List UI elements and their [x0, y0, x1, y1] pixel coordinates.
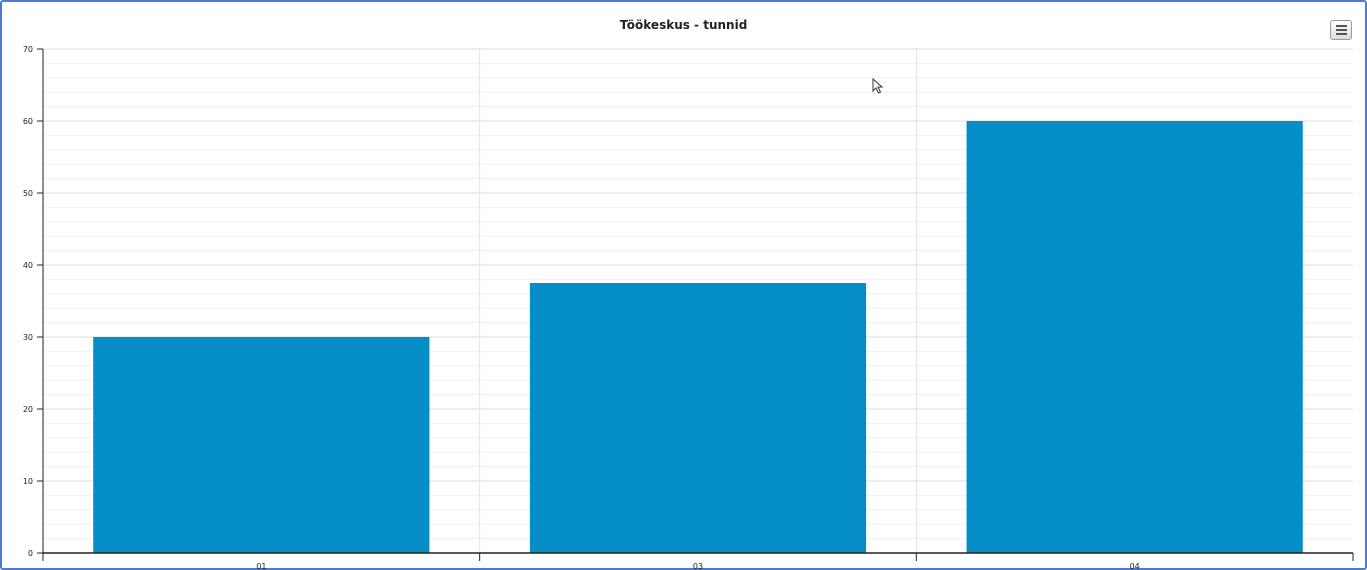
axes — [42, 49, 1353, 554]
menu-icon-bar-3 — [1336, 33, 1347, 35]
y-tick-label: 70 — [23, 45, 33, 54]
bar-series — [93, 121, 1303, 553]
chart-title: Töökeskus - tunnid — [619, 18, 748, 32]
y-tick-label: 50 — [23, 189, 33, 198]
bar-04 — [966, 121, 1303, 553]
bar-01 — [93, 337, 430, 553]
x-tick-label: 03 — [693, 562, 703, 570]
y-tick-label: 20 — [23, 405, 33, 414]
y-tick-label: 40 — [23, 261, 33, 270]
y-tick-label: 0 — [28, 549, 33, 558]
chart-menu-button[interactable] — [1330, 20, 1352, 40]
y-tick-label: 10 — [23, 477, 33, 486]
y-tick-label: 30 — [23, 333, 33, 342]
menu-icon-bar-1 — [1336, 25, 1347, 27]
x-tick-label: 04 — [1130, 562, 1140, 570]
y-tick-label: 60 — [23, 117, 33, 126]
x-tick-label: 01 — [256, 562, 266, 570]
menu-icon-bar-2 — [1336, 29, 1347, 31]
y-axis-ticks: 0 10 20 30 40 50 60 70 — [23, 45, 43, 558]
mouse-cursor-icon — [872, 78, 884, 94]
bar-03 — [529, 283, 867, 553]
x-axis-ticks: 01 03 04 — [42, 553, 1354, 570]
